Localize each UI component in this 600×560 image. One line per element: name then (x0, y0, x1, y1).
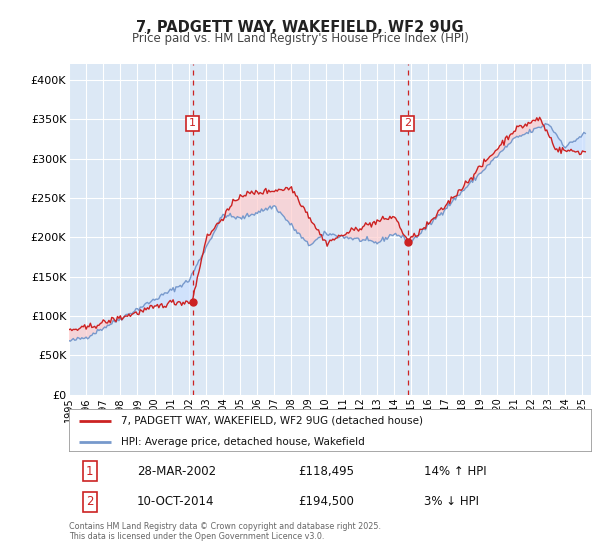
Text: £194,500: £194,500 (299, 496, 355, 508)
Text: 10-OCT-2014: 10-OCT-2014 (137, 496, 214, 508)
Text: 7, PADGETT WAY, WAKEFIELD, WF2 9UG: 7, PADGETT WAY, WAKEFIELD, WF2 9UG (136, 20, 464, 35)
Text: 14% ↑ HPI: 14% ↑ HPI (424, 465, 487, 478)
Text: 1: 1 (189, 118, 196, 128)
Text: 7, PADGETT WAY, WAKEFIELD, WF2 9UG (detached house): 7, PADGETT WAY, WAKEFIELD, WF2 9UG (deta… (121, 416, 423, 426)
Text: 2: 2 (404, 118, 411, 128)
Text: 3% ↓ HPI: 3% ↓ HPI (424, 496, 479, 508)
Text: Contains HM Land Registry data © Crown copyright and database right 2025.
This d: Contains HM Land Registry data © Crown c… (69, 522, 381, 542)
Text: 1: 1 (86, 465, 94, 478)
Text: HPI: Average price, detached house, Wakefield: HPI: Average price, detached house, Wake… (121, 437, 365, 446)
Text: 2: 2 (86, 496, 94, 508)
Text: 28-MAR-2002: 28-MAR-2002 (137, 465, 216, 478)
Text: £118,495: £118,495 (299, 465, 355, 478)
Text: Price paid vs. HM Land Registry's House Price Index (HPI): Price paid vs. HM Land Registry's House … (131, 32, 469, 45)
